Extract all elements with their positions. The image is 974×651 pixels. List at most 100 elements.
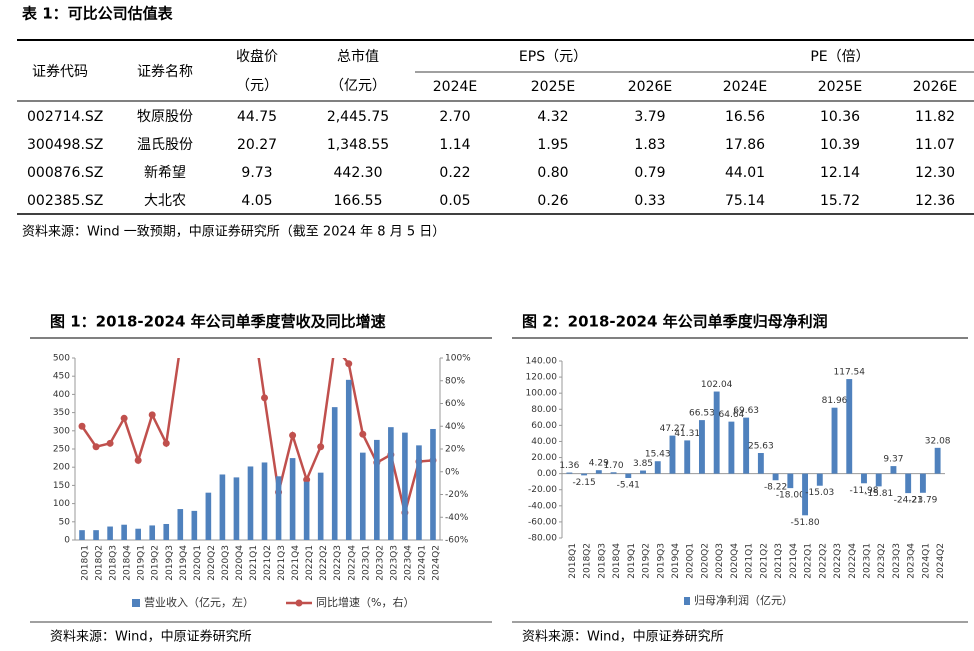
x-tick-label: 2021Q1 xyxy=(249,545,259,581)
y-tick-label: 0.00 xyxy=(537,469,557,479)
x-tick-label: 2019Q2 xyxy=(642,543,652,579)
table-cell: 0.05 xyxy=(439,193,470,209)
line-point xyxy=(359,430,367,438)
y2-tick-label: 20% xyxy=(445,445,465,455)
bar xyxy=(331,407,338,540)
bar xyxy=(303,481,310,540)
data-label: -11.98 xyxy=(849,486,878,496)
y-tick-label: 150 xyxy=(53,481,70,491)
bar xyxy=(374,439,380,540)
table-cell: 1.14 xyxy=(439,137,470,153)
x-tick-label: 2023Q4 xyxy=(403,545,413,581)
bar xyxy=(79,530,85,540)
y-tick-label: 60.00 xyxy=(531,421,557,431)
line-point xyxy=(317,443,325,451)
column-header: （亿元） xyxy=(330,78,386,94)
line-point xyxy=(78,422,86,430)
x-tick-label: 2023Q2 xyxy=(877,543,887,579)
y-tick-label: -60.00 xyxy=(528,517,557,527)
table-cell: 10.36 xyxy=(820,109,860,125)
chart-source: 资料来源：Wind，中原证券研究所 xyxy=(522,629,724,645)
data-label: -5.41 xyxy=(617,480,640,490)
bar xyxy=(802,473,809,516)
bar xyxy=(890,466,897,474)
table-cell: 4.32 xyxy=(537,109,568,125)
y-tick-label: 300 xyxy=(53,426,70,436)
table-cell: 000876.SZ xyxy=(27,165,103,181)
table-cell: 17.86 xyxy=(725,137,765,153)
bar xyxy=(875,473,882,487)
line-point xyxy=(247,298,254,305)
table-cell: 0.79 xyxy=(634,165,665,181)
x-tick-label: 2023Q3 xyxy=(389,545,399,581)
table-cell: 11.82 xyxy=(915,109,955,125)
bar xyxy=(135,528,141,540)
table-cell: 442.30 xyxy=(334,165,383,181)
table-cell: 0.33 xyxy=(634,193,665,209)
x-tick-label: 2021Q3 xyxy=(277,545,287,581)
bar xyxy=(402,432,408,540)
y-tick-label: 250 xyxy=(53,445,70,455)
table-cell: 12.36 xyxy=(915,193,955,209)
x-tick-label: 2022Q1 xyxy=(305,545,315,581)
line-point xyxy=(162,439,170,447)
bar xyxy=(345,379,352,540)
y-tick-label: -20.00 xyxy=(528,485,557,495)
legend-label: 同比增速（%，右） xyxy=(316,595,414,609)
data-label: 81.96 xyxy=(822,396,848,406)
data-label: -23.79 xyxy=(908,495,937,505)
bar xyxy=(317,472,324,540)
bar xyxy=(787,473,794,489)
table-cell: 1,348.55 xyxy=(327,137,389,153)
data-label: 1.70 xyxy=(604,461,624,471)
y-tick-label: -80.00 xyxy=(528,534,557,544)
table-cell: 0.26 xyxy=(537,193,568,209)
bar xyxy=(713,391,720,474)
table-cell: 10.39 xyxy=(820,137,860,153)
group-header: PE（倍） xyxy=(810,49,869,65)
line-point xyxy=(92,443,100,451)
y-tick-label: -40.00 xyxy=(528,501,557,511)
x-tick-label: 2021Q3 xyxy=(774,543,784,579)
line-point xyxy=(148,411,156,419)
y2-tick-label: 0% xyxy=(445,467,460,477)
table-cell: 大北农 xyxy=(144,193,186,209)
column-header: 证券名称 xyxy=(137,64,193,80)
y-tick-label: 40.00 xyxy=(531,437,557,447)
table-cell: 002714.SZ xyxy=(27,109,103,125)
x-tick-label: 2018Q3 xyxy=(109,545,119,581)
table-cell: 新希望 xyxy=(144,165,186,181)
chart-title: 图 1：2018-2024 年公司单季度营收及同比增速 xyxy=(50,313,386,331)
data-label: -18.00 xyxy=(776,491,805,501)
data-label: -2.15 xyxy=(572,478,595,488)
y-tick-label: 140.00 xyxy=(526,357,558,367)
table-cell: 16.56 xyxy=(725,109,765,125)
line-point xyxy=(134,456,142,464)
y-tick-label: 100 xyxy=(53,499,70,509)
data-label: -24.21 xyxy=(894,496,923,506)
y-tick-label: 50 xyxy=(59,517,71,527)
legend-swatch xyxy=(132,599,140,607)
data-label: 32.08 xyxy=(925,436,951,446)
data-label: 41.31 xyxy=(674,429,700,439)
x-tick-label: 2022Q2 xyxy=(319,545,329,581)
bar xyxy=(430,428,436,540)
bar xyxy=(743,417,750,474)
table-title: 表 1：可比公司估值表 xyxy=(22,5,174,23)
x-tick-label: 2022Q2 xyxy=(818,543,828,579)
line-point xyxy=(177,343,184,350)
table-cell: 牧原股份 xyxy=(137,109,193,125)
y2-tick-label: -20% xyxy=(445,490,469,500)
x-tick-label: 2019Q1 xyxy=(627,543,637,579)
y2-tick-label: -60% xyxy=(445,536,469,546)
line-point xyxy=(120,414,128,422)
data-label: -8.22 xyxy=(764,483,787,493)
line-point xyxy=(106,439,114,447)
bar xyxy=(191,510,198,540)
bar xyxy=(121,524,127,540)
bar xyxy=(640,470,646,474)
y-tick-label: 200 xyxy=(53,463,70,473)
column-header: 2025E xyxy=(531,79,575,95)
data-label: -51.80 xyxy=(791,518,820,528)
table-cell: 44.01 xyxy=(725,165,765,181)
